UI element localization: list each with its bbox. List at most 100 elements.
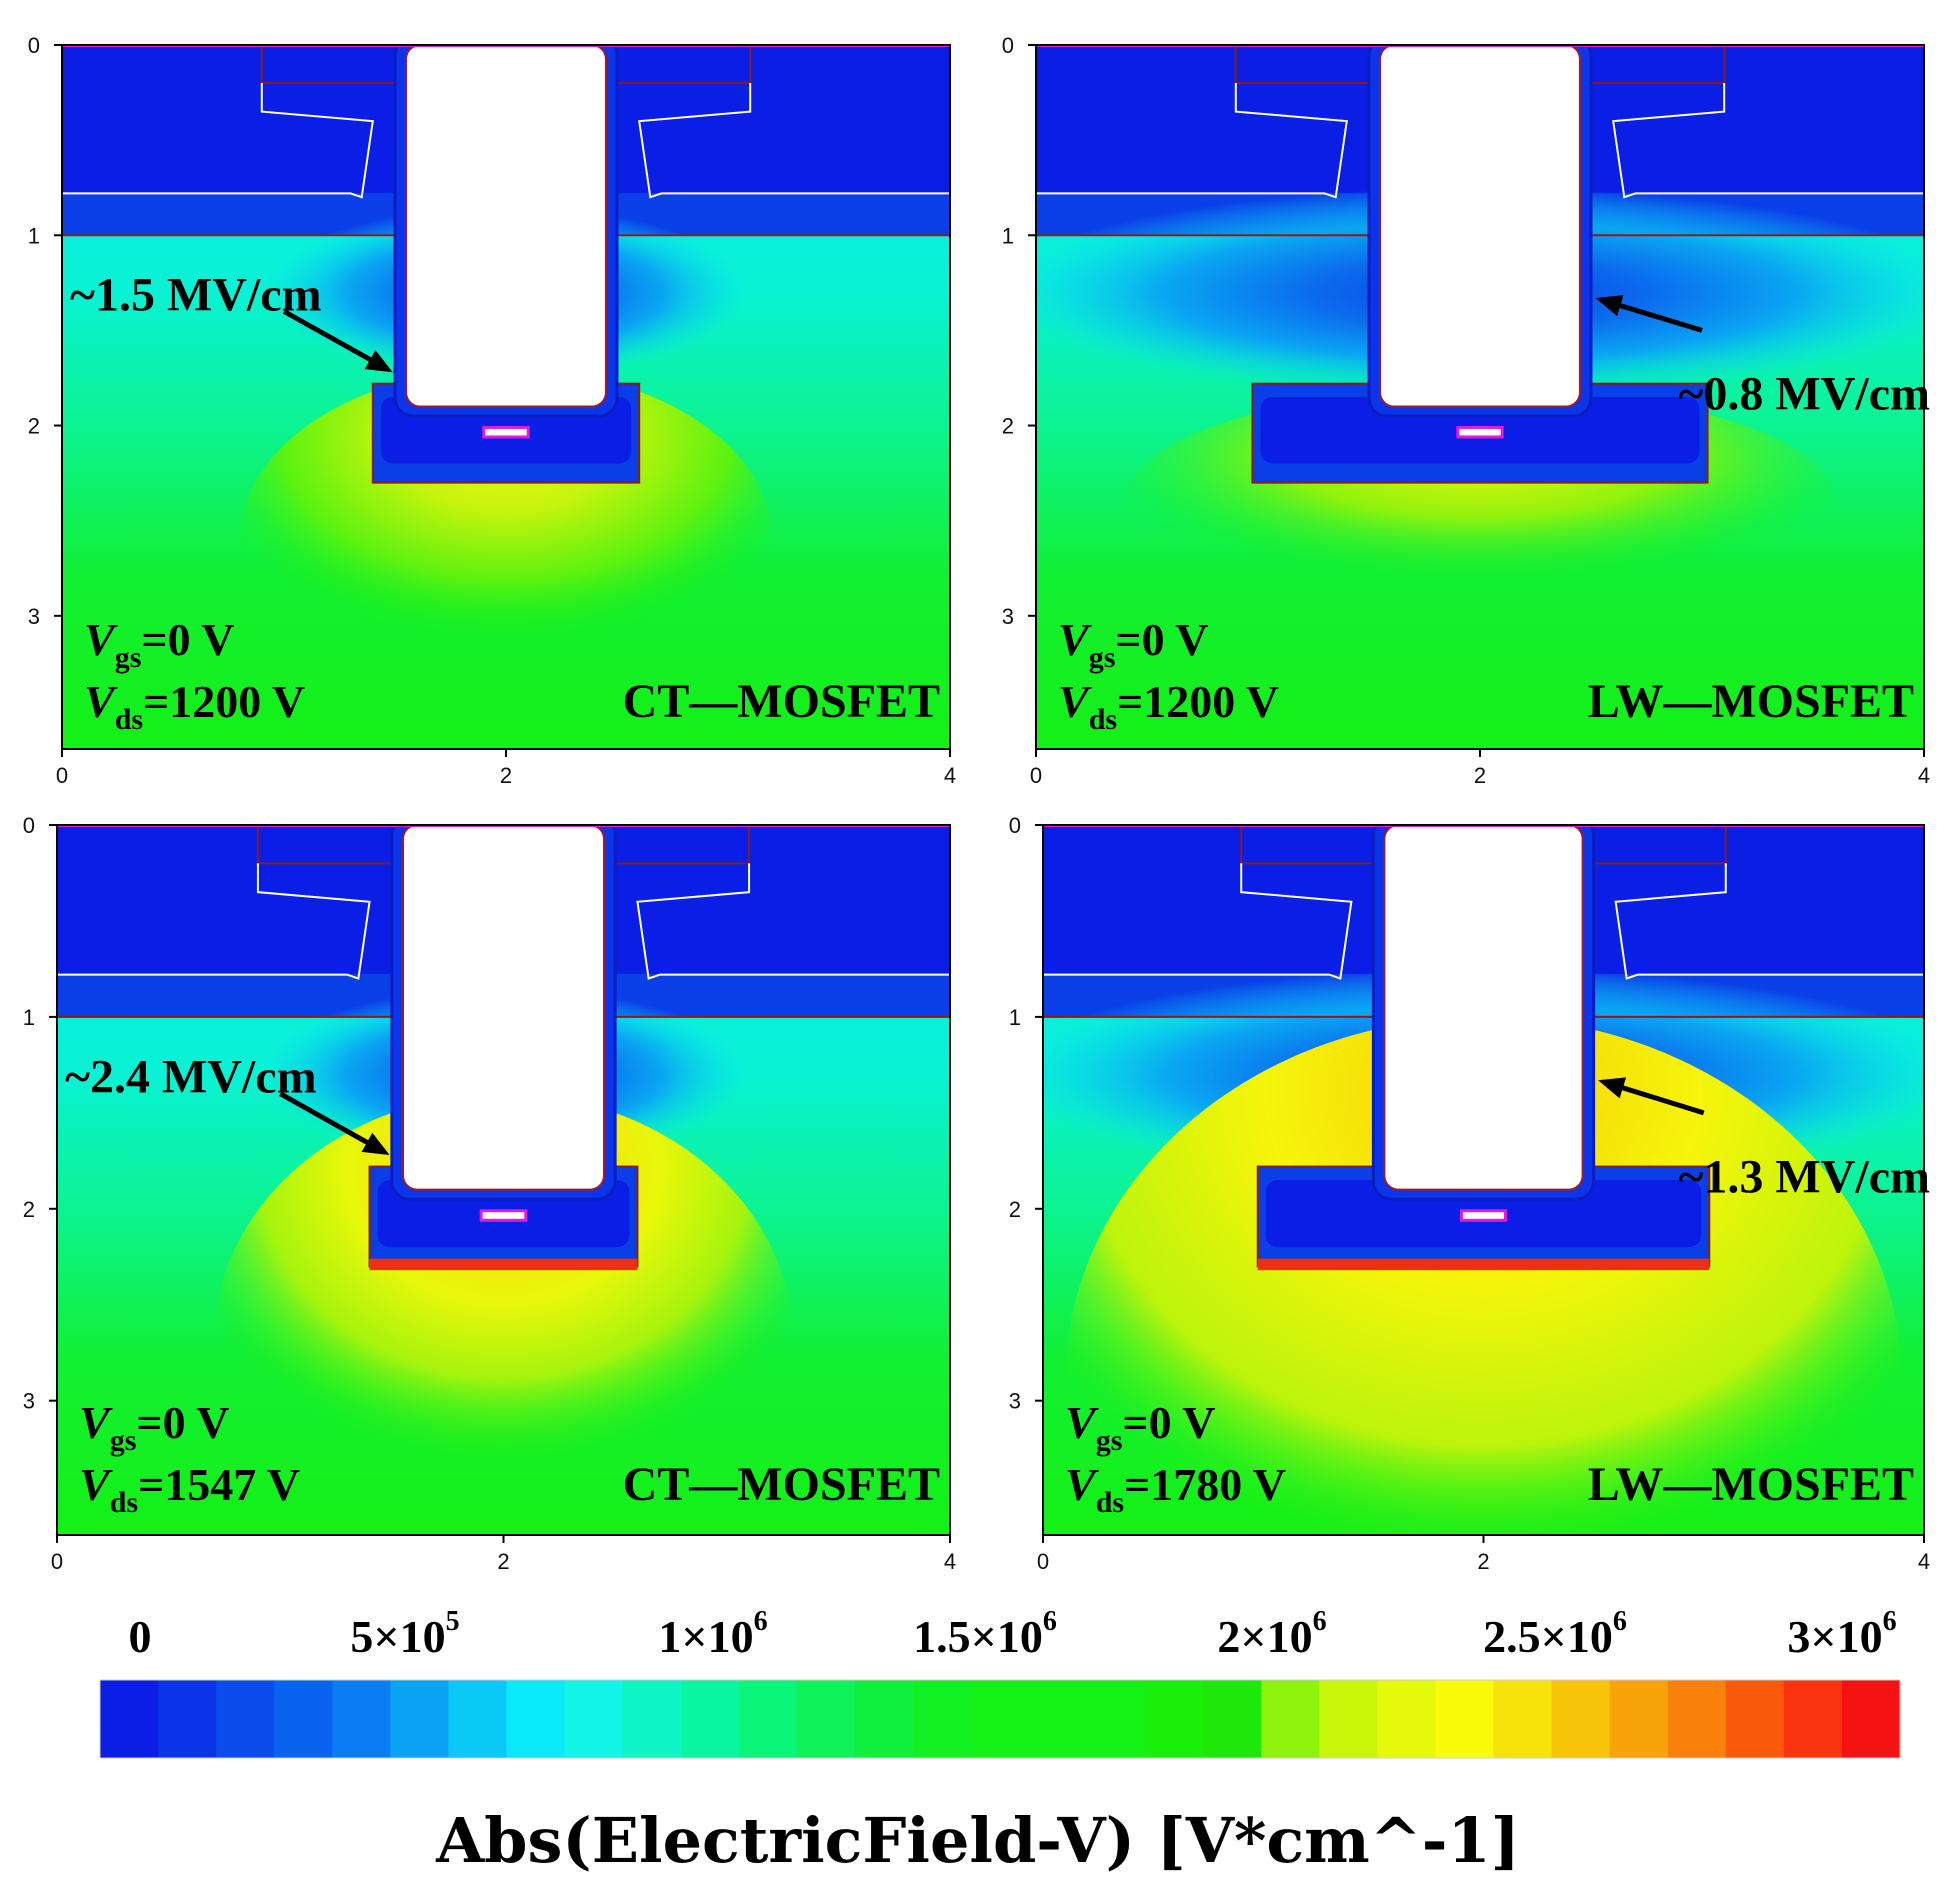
colorbar-swatch <box>1319 1680 1379 1758</box>
colorbar-tick-label: 0 <box>129 1611 152 1662</box>
trench-bottom-contact <box>482 425 530 439</box>
colorbar-swatch <box>1551 1680 1611 1758</box>
y-tick-label: 2 <box>1009 1197 1021 1222</box>
contour-line-left <box>1043 863 1353 980</box>
field-map <box>1043 825 1924 1535</box>
field-map <box>1036 45 1924 749</box>
x-tick-label: 2 <box>1477 1549 1489 1574</box>
colorbar-swatch <box>738 1680 798 1758</box>
colorbar-swatch <box>564 1680 624 1758</box>
colorbar-swatch <box>1609 1680 1669 1758</box>
y-tick-label: 2 <box>28 414 40 439</box>
annotation-arrowhead <box>364 349 393 373</box>
axis-ticks: 0 2 4 0 1 2 3 <box>1009 813 1930 1574</box>
y-tick-label: 0 <box>1009 813 1021 838</box>
y-tick-label: 1 <box>1002 223 1014 248</box>
high-field-region <box>1065 1017 1902 1535</box>
x-tick-label: 2 <box>500 763 512 788</box>
contour-line-left <box>1036 83 1348 199</box>
axis-ticks: 0 2 4 0 1 2 3 <box>28 33 956 788</box>
annotation-arrow <box>1614 1083 1705 1116</box>
colorbar-swatch <box>158 1680 217 1758</box>
colorbar-swatch <box>1145 1680 1204 1758</box>
colorbar: 0 5×105 1×106 1.5×106 2×106 2.5×106 3×106 Abs(… <box>99 1606 1901 1877</box>
annotation-arrowhead <box>1595 295 1624 317</box>
trench-bottom-contact <box>479 1209 528 1222</box>
colorbar-swatch <box>216 1680 275 1758</box>
x-tick-label: 4 <box>944 1549 956 1574</box>
x-tick-label: 2 <box>1474 763 1486 788</box>
contour-line-right <box>1612 83 1924 199</box>
colorbar-tick-labels: 0 5×105 1×106 1.5×106 2×106 2.5×106 3×106 <box>129 1606 1897 1662</box>
colorbar-swatch <box>506 1680 566 1758</box>
gate-trench <box>402 825 605 1191</box>
y-tick-label: 0 <box>28 33 40 58</box>
high-field-region <box>213 1093 794 1535</box>
source-left <box>1240 825 1386 865</box>
gate-trench <box>405 45 607 408</box>
x-tick-label: 4 <box>1918 763 1930 788</box>
colorbar-swatch <box>1087 1680 1146 1758</box>
colorbar-swatch <box>796 1680 856 1758</box>
vds-label: Vds=1200 V <box>1058 676 1279 736</box>
colorbar-swatches <box>99 1679 1901 1759</box>
colorbar-tick-label: 2.5×106 <box>1483 1606 1627 1662</box>
field-annotation: ~2.4 MV/cm <box>65 1050 317 1103</box>
x-tick-label: 4 <box>944 763 956 788</box>
colorbar-swatch <box>1029 1680 1088 1758</box>
colorbar-swatch <box>1435 1680 1495 1758</box>
source-right <box>604 45 752 85</box>
trench-bottom-contact <box>1459 1209 1508 1222</box>
field-map <box>62 45 950 749</box>
colorbar-swatch <box>912 1680 972 1758</box>
colorbar-swatch <box>100 1680 159 1758</box>
y-tick-label: 3 <box>23 1389 35 1414</box>
gate-trench <box>1383 825 1584 1191</box>
colorbar-tick-label: 5×105 <box>350 1606 459 1662</box>
colorbar-swatch <box>1841 1680 1901 1758</box>
y-tick-label: 3 <box>28 604 40 629</box>
colorbar-swatch <box>1783 1680 1843 1758</box>
field-annotation: ~1.3 MV/cm <box>1678 1150 1930 1203</box>
colorbar-swatch <box>332 1680 391 1758</box>
annotation-arrow <box>282 309 379 366</box>
device-label: CT—MOSFET <box>623 1458 940 1511</box>
y-tick-label: 1 <box>23 1005 35 1030</box>
contour-line-left <box>57 863 371 980</box>
source-right <box>1581 825 1727 865</box>
colorbar-swatch <box>854 1680 914 1758</box>
trench-bottom-contact <box>1456 425 1504 439</box>
y-tick-label: 0 <box>23 813 35 838</box>
colorbar-swatch <box>1725 1680 1785 1758</box>
colorbar-swatch <box>1667 1680 1727 1758</box>
source-left <box>1234 45 1382 85</box>
y-tick-label: 3 <box>1009 1389 1021 1414</box>
colorbar-swatch <box>622 1680 682 1758</box>
p-shield-bottom-hot <box>1257 1258 1710 1271</box>
y-tick-label: 1 <box>1009 1005 1021 1030</box>
vgs-label: Vgs=0 V <box>79 1397 229 1457</box>
colorbar-tick-label: 3×106 <box>1787 1606 1896 1662</box>
colorbar-swatch <box>970 1680 1030 1758</box>
x-tick-label: 2 <box>497 1549 509 1574</box>
colorbar-swatch <box>1203 1680 1262 1758</box>
x-tick-label: 4 <box>1918 1549 1930 1574</box>
contour-line-left <box>62 83 374 199</box>
annotation-arrowhead <box>1598 1077 1627 1099</box>
colorbar-swatch <box>274 1680 333 1758</box>
colorbar-tick-label: 1.5×106 <box>913 1606 1057 1662</box>
colorbar-swatch <box>1493 1680 1553 1758</box>
y-tick-label: 3 <box>1002 604 1014 629</box>
colorbar-border <box>99 1679 1901 1759</box>
colorbar-swatch <box>680 1680 740 1758</box>
field-annotation: ~1.5 MV/cm <box>70 268 322 321</box>
annotation-arrow <box>279 1091 376 1149</box>
device-label: LW—MOSFET <box>1588 1458 1914 1511</box>
gate-trench <box>1379 45 1581 408</box>
x-tick-label: 0 <box>1037 1549 1049 1574</box>
colorbar-swatch <box>1377 1680 1437 1758</box>
y-tick-label: 2 <box>1002 414 1014 439</box>
